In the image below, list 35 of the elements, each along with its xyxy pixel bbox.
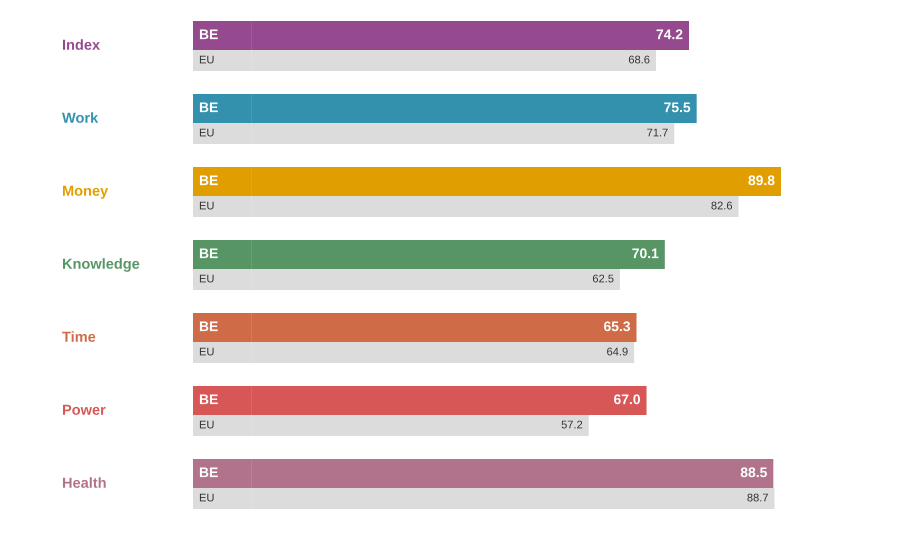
- data-label: 75.5: [664, 102, 690, 112]
- text: BE: [200, 30, 218, 40]
- data-label: 71.7: [647, 128, 668, 136]
- text: EU: [200, 56, 214, 64]
- text: BE: [200, 102, 218, 112]
- text: EU: [200, 202, 214, 210]
- data-label: 82.6: [711, 202, 732, 210]
- text: BE: [200, 322, 218, 332]
- data-label: 88.5: [740, 467, 767, 478]
- text: BE: [200, 176, 218, 186]
- text: BE: [200, 468, 218, 478]
- text: EU: [200, 494, 214, 502]
- y-tick-label: Health: [62, 477, 106, 488]
- y-tick-label: Index: [62, 39, 100, 50]
- data-label: 67.0: [614, 394, 640, 404]
- text: BE: [200, 394, 218, 404]
- data-label: 89.8: [748, 175, 775, 186]
- text: EU: [200, 420, 214, 428]
- data-label: 62.5: [592, 274, 614, 282]
- data-label: 68.6: [628, 56, 650, 64]
- y-tick-label: Time: [62, 331, 96, 342]
- data-label: 64.9: [607, 348, 628, 356]
- y-tick-label: Work: [62, 112, 98, 123]
- data-label: 57.2: [562, 420, 582, 428]
- text: EU: [200, 348, 214, 356]
- y-tick-label: Knowledge: [62, 258, 140, 272]
- text: BE: [200, 248, 218, 258]
- data-label: 65.3: [604, 321, 630, 332]
- text: EU: [200, 274, 214, 282]
- y-tick-label: Power: [62, 404, 106, 415]
- text: EU: [200, 128, 214, 136]
- data-label: 74.2: [656, 29, 682, 40]
- data-label: 70.1: [632, 248, 658, 258]
- data-label: 88.7: [747, 494, 768, 502]
- y-tick-label: Money: [62, 186, 108, 199]
